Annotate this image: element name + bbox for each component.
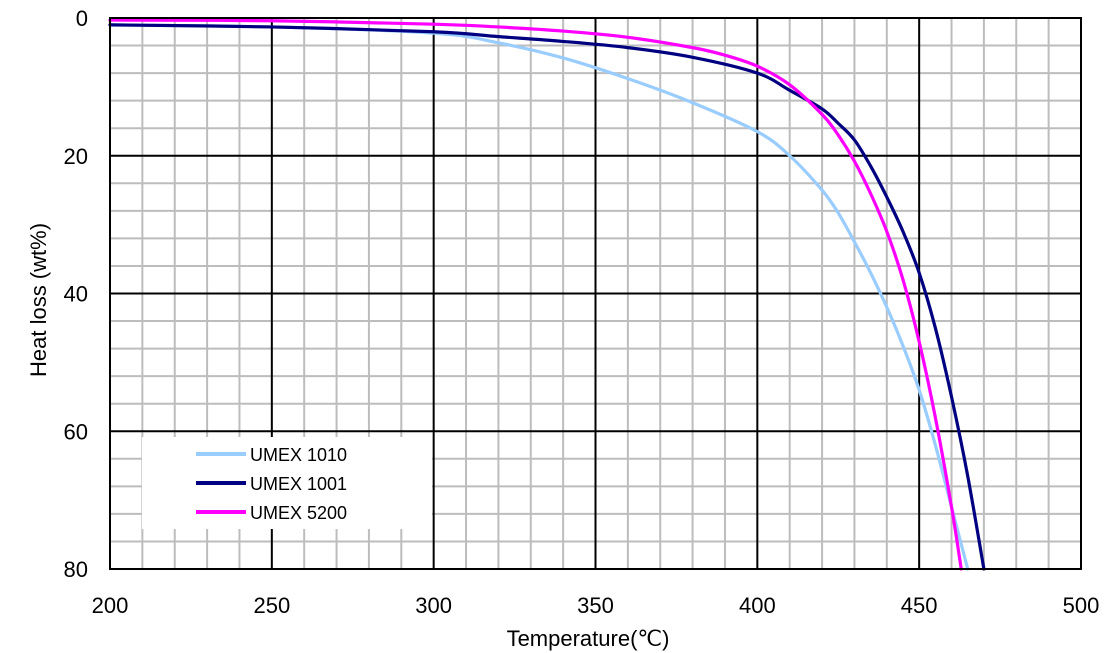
- legend-label: UMEX 1010: [250, 445, 347, 465]
- x-tick-label: 300: [415, 593, 452, 618]
- x-tick-label: 450: [901, 593, 938, 618]
- x-tick-label: 200: [92, 593, 129, 618]
- y-tick-label: 0: [76, 6, 88, 31]
- series-line-umex-5200: [108, 18, 963, 571]
- legend: UMEX 1010 UMEX 1001 UMEX 5200: [142, 437, 432, 529]
- x-tick-label: 250: [253, 593, 290, 618]
- plot-frame: [109, 17, 1082, 570]
- series-layer: [108, 18, 986, 571]
- legend-label: UMEX 5200: [250, 503, 347, 523]
- x-axis-title: Temperature(℃): [507, 626, 670, 651]
- legend-box: [142, 437, 432, 529]
- x-tick-labels: 200 250 300 350 400 450 500: [92, 593, 1100, 618]
- legend-label: UMEX 1001: [250, 474, 347, 494]
- y-tick-label: 60: [64, 419, 88, 444]
- y-tick-label: 40: [64, 282, 88, 307]
- y-tick-labels: 0 20 40 60 80: [64, 6, 88, 582]
- series-line-umex-1001: [108, 23, 986, 571]
- y-axis-title: Heat loss (wt%): [26, 223, 51, 377]
- x-tick-label: 400: [739, 593, 776, 618]
- x-tick-label: 350: [577, 593, 614, 618]
- series-line-umex-1010: [108, 23, 970, 571]
- y-tick-label: 20: [64, 144, 88, 169]
- y-tick-label: 80: [64, 557, 88, 582]
- x-tick-label: 500: [1063, 593, 1100, 618]
